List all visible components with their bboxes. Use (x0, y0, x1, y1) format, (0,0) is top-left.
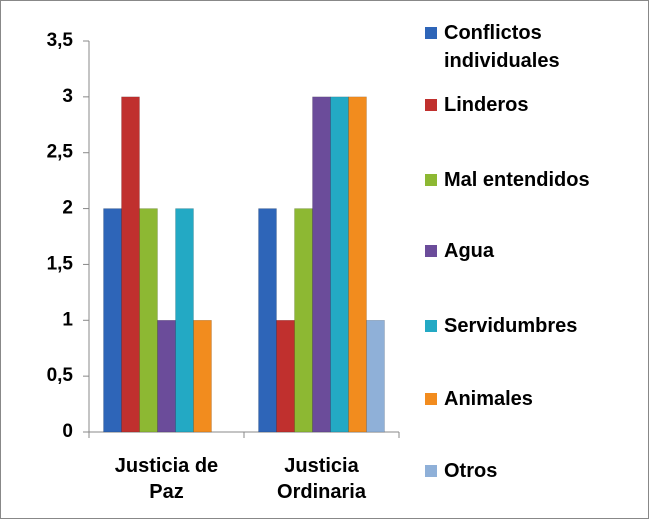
legend-entry: Conflictos individuales (425, 19, 645, 75)
legend-swatch (425, 393, 437, 405)
legend-entry: Otros (425, 457, 645, 485)
bar (258, 208, 277, 433)
bar (103, 208, 122, 433)
y-tick-label: 1,5 (47, 253, 74, 274)
bar (366, 320, 385, 433)
legend-label: Conflictos individuales (444, 22, 560, 72)
y-tick-label: 0,5 (47, 365, 74, 386)
legend-label: Otros (444, 460, 498, 482)
x-tick-label: Justicia de Paz (114, 455, 219, 503)
bar (139, 208, 158, 433)
bar (294, 208, 313, 433)
legend-entry: Mal entendidos (425, 166, 645, 194)
bar (121, 96, 140, 433)
legend-label: Agua (444, 240, 494, 262)
legend-swatch (425, 320, 437, 332)
y-tick-label: 1 (62, 309, 73, 330)
legend-swatch (425, 245, 437, 257)
legend-swatch (425, 174, 437, 186)
x-tick-label: Justicia Ordinaria (277, 455, 366, 503)
bar (330, 96, 349, 433)
y-tick-label: 3,5 (47, 30, 74, 51)
legend-entry: Servidumbres (425, 312, 645, 340)
bar (312, 96, 331, 433)
bar (157, 320, 176, 433)
legend-swatch (425, 27, 437, 39)
legend-swatch (425, 99, 437, 111)
legend-swatch (425, 465, 437, 477)
legend-label: Servidumbres (444, 315, 578, 337)
legend-entry: Animales (425, 385, 645, 413)
y-tick-label: 2,5 (47, 142, 74, 163)
legend-label: Linderos (444, 94, 529, 116)
bar (193, 320, 212, 433)
legend-label: Animales (444, 388, 533, 410)
legend-label: Mal entendidos (444, 169, 590, 191)
y-tick-label: 3 (62, 86, 73, 107)
bar (348, 96, 367, 433)
y-tick-label: 0 (62, 421, 73, 442)
y-tick-label: 2 (62, 198, 73, 219)
bar (276, 320, 295, 433)
legend-entry: Linderos (425, 91, 645, 119)
bar (175, 208, 194, 433)
legend-entry: Agua (425, 237, 645, 265)
